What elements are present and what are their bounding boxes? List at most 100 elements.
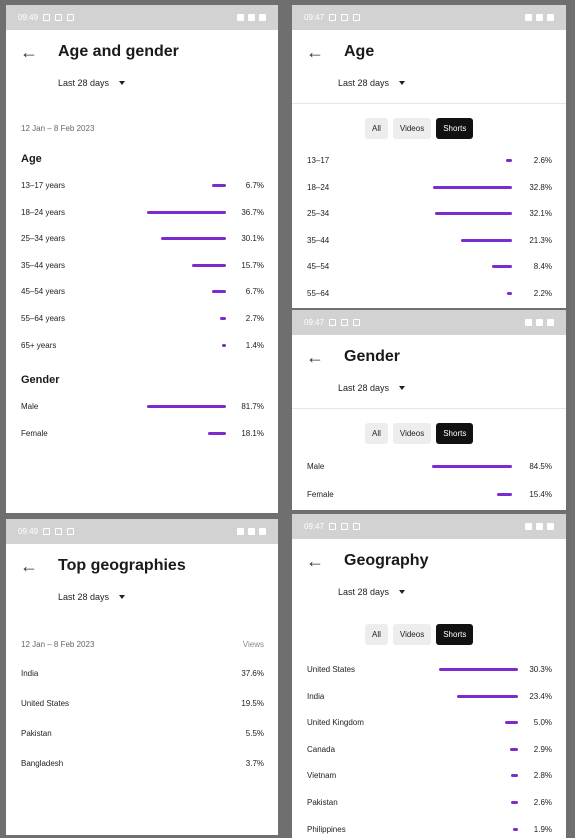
row-label: India: [307, 691, 325, 701]
row-label: 35–44 years: [21, 260, 66, 270]
back-arrow-icon[interactable]: ←: [20, 556, 38, 576]
status-icon: [329, 523, 337, 530]
status-bar: 09:47: [292, 514, 566, 539]
list-item: 25–34 years 30.1%: [6, 232, 278, 246]
row-percentage: 15.4%: [529, 490, 552, 499]
row-label: 13–17 years: [21, 181, 66, 190]
row-label: United States: [21, 699, 70, 708]
period-dropdown[interactable]: Last 28 days: [58, 590, 278, 604]
status-icon: [353, 319, 361, 326]
content-type-tabs: All Videos Shorts: [365, 118, 474, 139]
list-item: 18–24 years 36.7%: [6, 206, 278, 220]
tab-shorts[interactable]: Shorts: [436, 624, 474, 645]
page-title: Top geographies: [58, 557, 186, 574]
period-label: Last 28 days: [58, 78, 110, 88]
row-label: United States: [307, 665, 356, 674]
tab-videos[interactable]: Videos: [392, 624, 432, 645]
tab-videos[interactable]: Videos: [392, 118, 432, 139]
tab-all[interactable]: All: [365, 624, 388, 645]
percentage-bar: [506, 292, 512, 295]
period-label: Last 28 days: [338, 587, 390, 597]
list-item: India 37.6%: [6, 667, 278, 681]
tab-shorts[interactable]: Shorts: [436, 423, 474, 444]
page-title: Age and gender: [58, 43, 179, 60]
battery-icon: [259, 528, 266, 535]
row-percentage: 84.5%: [529, 462, 552, 471]
status-time: 09:47: [304, 318, 325, 327]
period-dropdown[interactable]: Last 28 days: [58, 76, 278, 90]
tab-all[interactable]: All: [365, 423, 388, 444]
back-arrow-icon[interactable]: ←: [20, 42, 38, 62]
row-percentage: 1.9%: [533, 824, 552, 834]
back-arrow-icon[interactable]: ←: [306, 551, 324, 571]
row-percentage: 2.6%: [533, 798, 552, 807]
list-item: Bangladesh 3.7%: [6, 757, 278, 771]
period-dropdown[interactable]: Last 28 days: [338, 585, 566, 599]
percentage-bar: [431, 465, 512, 468]
status-icon: [353, 14, 361, 21]
page-title: Geography: [344, 552, 429, 569]
percentage-bar: [433, 185, 512, 189]
row-percentage: 2.6%: [533, 156, 552, 165]
row-label: 25–34 years: [21, 234, 66, 244]
list-item: 18–24 32.8%: [292, 181, 566, 195]
percentage-bar: [211, 290, 226, 294]
status-icon: [55, 528, 63, 535]
wifi-icon: [536, 319, 543, 326]
status-time: 09:47: [304, 13, 325, 22]
percentage-bar: [497, 493, 512, 496]
list-item: 45–54 8.4%: [292, 260, 566, 274]
row-percentage: 19.5%: [241, 699, 264, 708]
row-percentage: 21.3%: [529, 235, 552, 245]
percentage-bar: [457, 694, 518, 698]
row-label: Philippines: [307, 824, 346, 834]
status-icon: [55, 14, 63, 21]
row-percentage: 32.8%: [529, 182, 552, 192]
status-time: 09:47: [304, 522, 325, 531]
chevron-down-icon: [119, 595, 126, 599]
row-percentage: 1.4%: [245, 340, 264, 350]
column-header-views: Views: [242, 640, 264, 649]
row-percentage: 6.7%: [245, 181, 264, 190]
back-arrow-icon[interactable]: ←: [306, 347, 324, 367]
row-percentage: 81.7%: [241, 402, 264, 411]
tab-shorts[interactable]: Shorts: [436, 118, 474, 139]
content-type-tabs: All Videos Shorts: [365, 624, 474, 645]
row-label: Female: [307, 490, 334, 499]
list-item: Female 15.4%: [292, 488, 566, 502]
row-label: 45–54 years: [21, 287, 66, 297]
status-icon: [67, 528, 75, 535]
status-bar: 09:49: [6, 519, 278, 544]
list-item: Vietnam 2.8%: [292, 769, 566, 783]
list-item: Female 18.1%: [6, 427, 278, 441]
row-percentage: 6.7%: [245, 287, 264, 297]
status-icon: [43, 528, 51, 535]
signal-icon: [525, 319, 532, 326]
percentage-bar: [222, 343, 226, 347]
row-label: Bangladesh: [21, 759, 64, 768]
section-title-age: Age: [21, 153, 42, 165]
status-time: 09:49: [18, 13, 39, 22]
signal-icon: [525, 523, 532, 530]
status-icon: [329, 14, 337, 21]
status-icon: [329, 319, 337, 326]
tab-videos[interactable]: Videos: [392, 423, 432, 444]
panel-age-shorts: 09:47 ← Age Last 28 days All Videos Short…: [292, 5, 566, 308]
period-dropdown[interactable]: Last 28 days: [338, 381, 566, 395]
back-arrow-icon[interactable]: ←: [306, 42, 324, 62]
row-label: Vietnam: [307, 771, 337, 781]
period-label: Last 28 days: [338, 78, 390, 88]
panel-gender-shorts: 09:47 ← Gender Last 28 days All Videos Sh…: [292, 310, 566, 510]
percentage-bar: [505, 721, 518, 725]
period-dropdown[interactable]: Last 28 days: [338, 76, 566, 90]
row-label: 13–17: [307, 156, 330, 165]
percentage-bar: [160, 237, 226, 241]
row-percentage: 2.8%: [533, 771, 552, 781]
battery-icon: [547, 14, 554, 21]
wifi-icon: [536, 14, 543, 21]
row-label: Female: [21, 428, 48, 438]
tab-all[interactable]: All: [365, 118, 388, 139]
list-item: 65+ years 1.4%: [6, 339, 278, 353]
list-item: Philippines 1.9%: [292, 823, 566, 837]
row-label: United Kingdom: [307, 718, 364, 728]
